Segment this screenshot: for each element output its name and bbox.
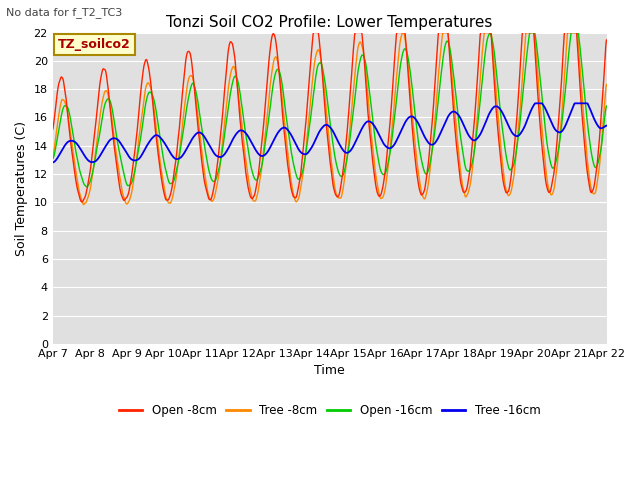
Tree -16cm [364, 119, 372, 124]
Open -8cm [306, 74, 314, 80]
Line: Tree -16cm: Tree -16cm [52, 103, 607, 162]
Tree -8cm [80, 202, 88, 207]
Open -8cm [296, 179, 303, 185]
Open -16cm [603, 103, 611, 109]
Open -16cm [296, 176, 303, 182]
Tree -8cm [603, 82, 611, 87]
Tree -8cm [92, 146, 100, 152]
Open -16cm [284, 126, 292, 132]
Tree -8cm [284, 152, 292, 158]
Legend: Open -8cm, Tree -8cm, Open -16cm, Tree -16cm: Open -8cm, Tree -8cm, Open -16cm, Tree -… [114, 400, 545, 422]
Tree -8cm [306, 110, 314, 116]
Tree -16cm [531, 100, 539, 106]
Line: Open -16cm: Open -16cm [52, 33, 607, 187]
Open -8cm [78, 199, 86, 205]
Text: No data for f_T2_TC3: No data for f_T2_TC3 [6, 7, 123, 18]
Open -16cm [92, 151, 100, 157]
Open -16cm [306, 124, 314, 130]
Tree -8cm [49, 154, 56, 160]
Tree -16cm [92, 158, 99, 164]
Line: Open -8cm: Open -8cm [52, 33, 607, 202]
Tree -16cm [49, 159, 56, 165]
Open -16cm [526, 30, 534, 36]
Tree -16cm [603, 123, 611, 129]
Text: TZ_soilco2: TZ_soilco2 [58, 38, 131, 51]
Open -8cm [49, 127, 56, 132]
Tree -16cm [295, 147, 303, 153]
X-axis label: Time: Time [314, 364, 345, 377]
Open -8cm [92, 119, 100, 125]
Open -16cm [364, 78, 372, 84]
Title: Tonzi Soil CO2 Profile: Lower Temperatures: Tonzi Soil CO2 Profile: Lower Temperatur… [166, 15, 493, 30]
Open -8cm [115, 176, 122, 181]
Tree -16cm [114, 137, 122, 143]
Open -16cm [115, 144, 122, 150]
Open -16cm [83, 184, 90, 190]
Tree -8cm [399, 30, 407, 36]
Open -8cm [365, 117, 372, 123]
Open -8cm [603, 37, 611, 43]
Y-axis label: Soil Temperatures (C): Soil Temperatures (C) [15, 121, 28, 256]
Tree -16cm [284, 127, 291, 132]
Tree -8cm [296, 192, 303, 198]
Open -16cm [49, 156, 56, 162]
Tree -16cm [305, 148, 313, 154]
Open -8cm [284, 164, 292, 170]
Line: Tree -8cm: Tree -8cm [52, 33, 607, 204]
Tree -8cm [364, 96, 372, 102]
Open -8cm [310, 30, 317, 36]
Tree -8cm [115, 165, 122, 170]
